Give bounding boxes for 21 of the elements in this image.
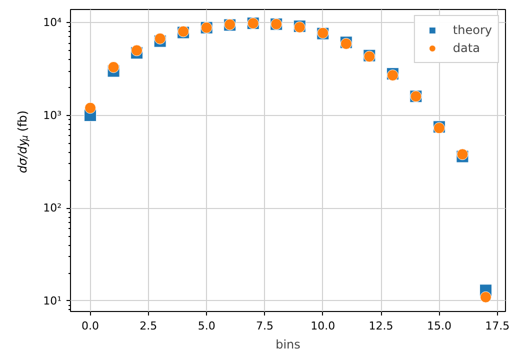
point <box>456 148 468 160</box>
x-tick-label: 0.0 <box>82 320 100 332</box>
legend-label: theory <box>452 23 492 37</box>
x-tick-label: 15.0 <box>426 320 452 332</box>
point <box>480 291 492 303</box>
x-axis-title: bins <box>276 338 300 352</box>
x-tick-label: 12.5 <box>368 320 394 332</box>
y-tick-label: 10⁴ <box>43 16 62 29</box>
y-tick-label: 10² <box>43 202 62 215</box>
x-tick-label: 2.5 <box>140 320 158 332</box>
point <box>131 44 143 56</box>
y-tick-label: 10¹ <box>43 294 62 308</box>
x-tick-label: 10.0 <box>310 320 336 332</box>
point <box>154 32 166 44</box>
x-tick-label: 17.5 <box>485 320 510 332</box>
legend-label: data <box>452 41 480 55</box>
x-tick-label: 7.5 <box>256 320 274 332</box>
point <box>108 61 120 73</box>
y-tick-label: 10³ <box>43 108 62 122</box>
point <box>84 102 96 114</box>
x-tick-label: 5.0 <box>198 320 216 332</box>
